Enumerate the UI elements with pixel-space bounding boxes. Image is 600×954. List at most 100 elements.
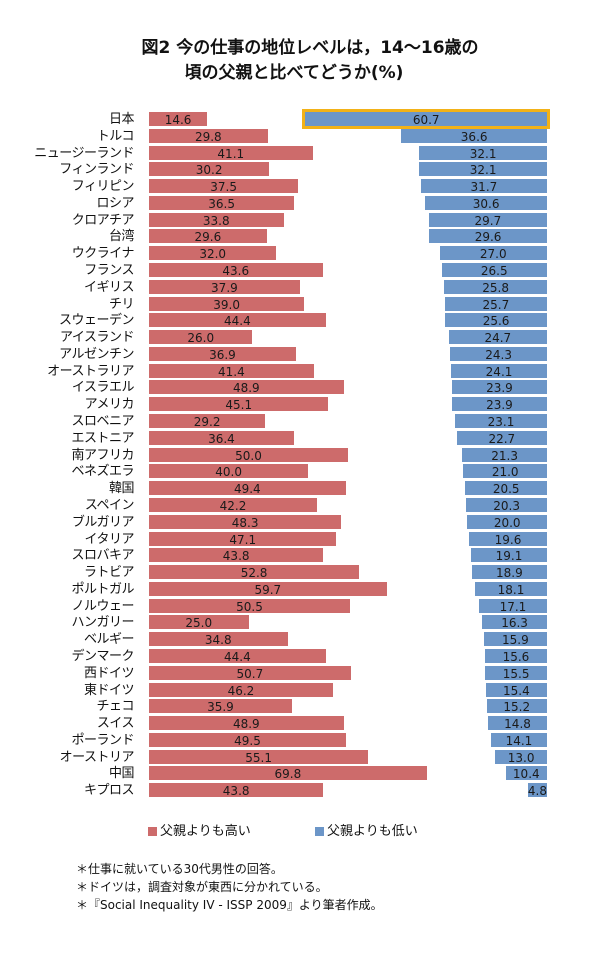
chart-row: フィリピン 37.5 31.7: [0, 178, 600, 195]
country-label: フィリピン: [71, 179, 135, 195]
bar-lower: [465, 481, 547, 496]
country-label: 南アフリカ: [71, 447, 134, 463]
value-label-higher: 35.9: [207, 700, 234, 715]
footnote: ＊ドイツは，調査対象が東西に分かれている。: [76, 880, 328, 894]
value-label-higher: 36.9: [209, 347, 236, 362]
value-label-higher: 40.0: [215, 465, 242, 480]
chart-row: 中国 69.8 10.4: [0, 765, 600, 782]
bar-lower: [485, 682, 547, 697]
bar-lower: [485, 665, 547, 680]
bar-lower: [451, 363, 547, 378]
value-label-lower: 21.3: [491, 448, 518, 463]
bar-higher: [149, 263, 323, 278]
value-label-lower: 36.6: [460, 129, 488, 144]
value-label-higher: 37.5: [210, 180, 237, 195]
bar-lower: [419, 162, 547, 177]
legend-swatch-blue-icon: [315, 827, 324, 836]
bar-higher: [149, 414, 266, 429]
bar-higher: [149, 783, 324, 798]
value-label-lower: 24.3: [485, 347, 512, 362]
country-label: アイスランド: [60, 330, 134, 346]
bar-higher: [149, 749, 369, 764]
value-label-lower: 14.1: [505, 733, 533, 748]
value-label-higher: 26.0: [187, 331, 215, 346]
bar-lower: [495, 749, 547, 764]
value-label-higher: 34.8: [204, 633, 232, 648]
value-label-lower: 19.6: [494, 532, 522, 547]
bar-higher: [149, 162, 270, 177]
value-label-higher: 46.2: [227, 683, 255, 698]
value-label-higher: 41.4: [218, 364, 245, 379]
chart-row: オーストリア 55.1 13.0: [0, 749, 600, 766]
value-label-lower: 19.1: [495, 549, 523, 564]
footnote: ＊『Social Inequality IV - ISSP 2009』より筆者作…: [76, 898, 383, 912]
value-label-lower: 15.9: [501, 633, 529, 648]
bar-higher: [149, 212, 284, 227]
country-label: ポーランド: [71, 732, 134, 748]
bar-higher: [149, 648, 326, 663]
chart-row: ノルウェー 50.5 17.1: [0, 598, 600, 615]
chart-row: ハンガリー 25.0 16.3: [0, 614, 600, 631]
chart-row: アルゼンチン 36.9 24.3: [0, 346, 600, 363]
value-label-higher: 48.9: [232, 717, 260, 732]
value-label-lower: 13.0: [507, 750, 535, 765]
chart-row: ベルギー 34.8 15.9: [0, 631, 600, 648]
value-label-higher: 50.7: [236, 666, 264, 681]
bar-lower: [490, 732, 547, 747]
value-label-lower: 23.9: [486, 398, 513, 413]
country-label: アルゼンチン: [59, 346, 134, 362]
country-label: オーストラリア: [47, 363, 134, 379]
bar-lower: [455, 414, 547, 429]
bar-higher: [149, 581, 387, 596]
footnote: ＊仕事に就いている30代男性の回答。: [76, 862, 283, 876]
chart-row: スウェーデン 44.4 25.6: [0, 312, 600, 329]
chart-row: キプロス 43.8 4.8: [0, 782, 600, 799]
chart-row: チェコ 35.9 15.2: [0, 698, 600, 715]
chart-row: ラトビア 52.8 18.9: [0, 564, 600, 581]
country-label: フィンランド: [59, 162, 134, 178]
country-label: スロバキア: [71, 548, 134, 564]
country-label: ロシア: [96, 195, 134, 211]
bar-higher: [149, 313, 326, 328]
country-label: 韓国: [108, 481, 135, 497]
chart-title-line2: 頃の父親と比べてどうか(%): [184, 63, 404, 83]
bar-higher: [149, 363, 314, 378]
bar-higher: [149, 732, 346, 747]
country-label: クロアチア: [71, 212, 135, 228]
bar-lower: [420, 179, 547, 194]
chart-row: ロシア 36.5 30.6: [0, 195, 600, 212]
legend-item-lower: 父親よりも低い: [315, 820, 418, 839]
bar-lower: [419, 145, 547, 160]
value-label-lower: 22.7: [488, 431, 516, 446]
country-label: ベネズエラ: [71, 464, 134, 480]
country-label: イタリア: [84, 531, 135, 547]
bar-lower: [471, 565, 547, 580]
bar-higher: [149, 464, 309, 479]
country-label: 東ドイツ: [83, 682, 135, 698]
value-label-higher: 32.0: [199, 247, 227, 262]
bar-lower: [474, 581, 547, 596]
value-label-higher: 37.9: [211, 280, 238, 295]
value-label-lower: 31.7: [470, 180, 498, 195]
chart-row: ベネズエラ 40.0 21.0: [0, 463, 600, 480]
country-label: フランス: [84, 263, 134, 279]
bar-higher: [149, 766, 427, 781]
country-label: ラトビア: [83, 565, 135, 581]
value-label-higher: 44.4: [223, 314, 251, 329]
value-label-lower: 24.1: [485, 364, 513, 379]
country-label: チリ: [108, 296, 135, 312]
value-label-lower: 17.1: [499, 599, 527, 614]
value-label-higher: 29.8: [194, 129, 222, 144]
country-label: イスラエル: [71, 380, 135, 396]
value-label-higher: 48.3: [231, 515, 259, 530]
bar-higher: [149, 128, 268, 143]
bar-higher: [149, 665, 351, 680]
bar-higher: [149, 481, 346, 496]
chart-row: クロアチア 33.8 29.7: [0, 212, 600, 229]
country-label: スロベニア: [71, 414, 134, 430]
value-label-higher: 43.8: [222, 784, 250, 799]
value-label-lower: 20.3: [493, 498, 520, 513]
bar-lower: [444, 279, 547, 294]
value-label-higher: 33.8: [202, 213, 230, 228]
value-label-higher: 50.0: [235, 448, 262, 463]
